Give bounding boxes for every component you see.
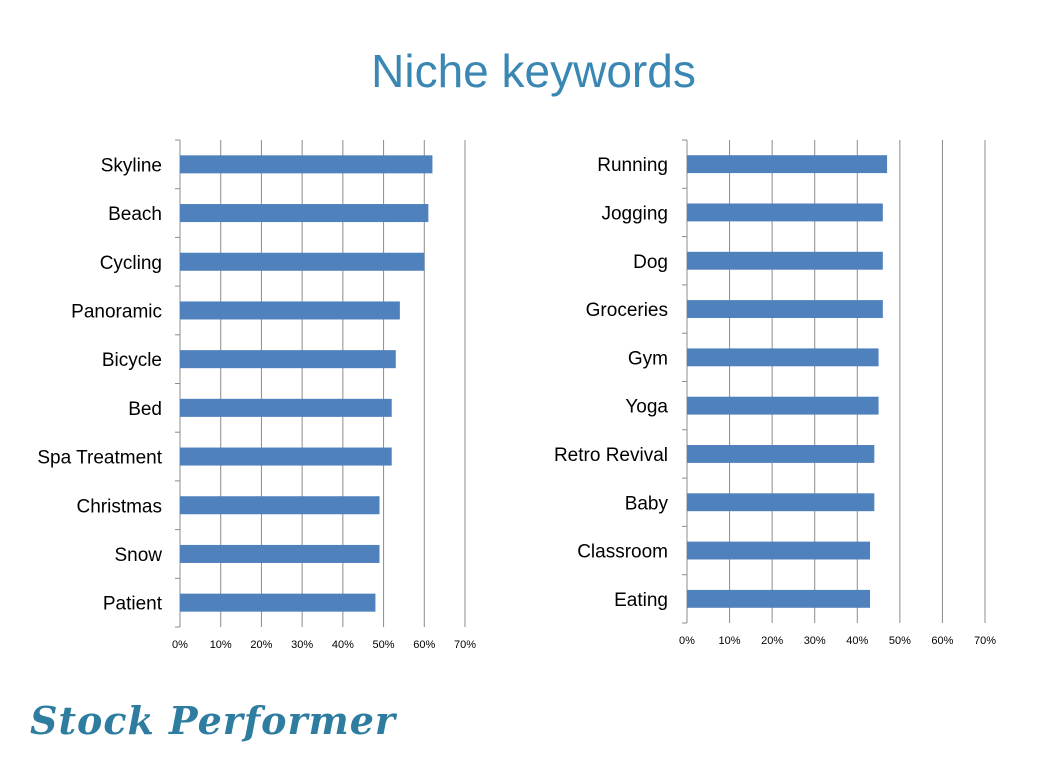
x-tick-label: 70% [974,635,996,647]
bar-bed [180,398,392,417]
bar-cycling [180,252,425,271]
category-label: Eating [614,590,668,611]
x-tick-label: 40% [332,639,354,651]
x-tick-label: 50% [889,635,911,647]
bar-panoramic [180,301,400,320]
category-label: Skyline [101,155,162,176]
bar-patient [180,593,376,612]
bar-dog [687,251,883,270]
x-tick-label: 30% [804,635,826,647]
bar-beach [180,204,429,223]
category-label: Christmas [76,496,162,517]
category-label: Gym [628,348,668,369]
category-label: Snow [114,545,162,566]
x-tick-label: 10% [210,639,232,651]
bar-bicycle [180,350,396,369]
x-tick-label: 20% [250,639,272,651]
bar-gym [687,348,879,367]
category-label: Retro Revival [554,445,668,466]
x-tick-label: 70% [454,639,476,651]
x-tick-label: 20% [761,635,783,647]
brand-logo: Stock Performer [30,698,396,743]
category-label: Jogging [601,203,668,224]
x-tick-label: 30% [291,639,313,651]
x-tick-label: 50% [373,639,395,651]
bar-groceries [687,300,883,318]
category-label: Cycling [100,253,162,274]
x-tick-label: 60% [931,635,953,647]
category-label: Bed [128,399,162,420]
bar-retro-revival [687,445,875,463]
category-label: Baby [625,493,669,514]
category-label: Spa Treatment [37,448,162,469]
bar-jogging [687,203,883,222]
bar-snow [180,544,380,563]
bar-classroom [687,541,871,560]
category-label: Classroom [577,542,668,563]
x-tick-label: 0% [679,635,695,647]
bar-baby [687,493,875,512]
category-label: Dog [633,252,668,273]
bar-skyline [180,155,433,174]
category-label: Groceries [586,300,668,321]
x-tick-label: 60% [413,639,435,651]
category-label: Yoga [625,397,668,418]
bar-christmas [180,496,380,515]
bar-spa-treatment [180,447,392,466]
category-label: Panoramic [71,301,162,322]
bar-eating [687,589,871,608]
category-label: Patient [103,594,163,615]
x-tick-label: 0% [172,639,188,651]
bar-running [687,155,888,174]
page-title: Niche keywords [371,45,696,97]
category-label: Beach [108,204,162,225]
bar-yoga [687,396,879,415]
x-tick-label: 10% [719,635,741,647]
category-label: Running [597,155,668,176]
category-label: Bicycle [102,350,162,371]
x-tick-label: 40% [846,635,868,647]
